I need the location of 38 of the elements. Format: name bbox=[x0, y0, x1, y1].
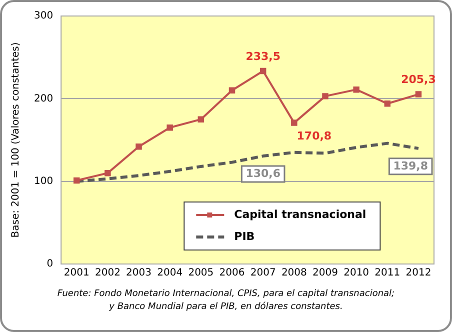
point bbox=[260, 68, 266, 74]
point bbox=[228, 87, 236, 94]
y-tick-label: 100 bbox=[34, 176, 54, 187]
y-axis-title: Base: 2001 = 100 (Valores constantes) bbox=[10, 42, 22, 238]
x-tick-label: 2011 bbox=[374, 268, 400, 279]
point bbox=[353, 86, 360, 93]
point bbox=[322, 93, 328, 100]
point bbox=[415, 91, 422, 98]
data-label: 139,8 bbox=[393, 159, 428, 172]
source-note: Fuente: Fondo Monetario Internacional, CPIS, para el capital transnacional; bbox=[56, 288, 396, 301]
x-tick-label: 2009 bbox=[312, 268, 338, 279]
y-tick-label: 300 bbox=[34, 10, 54, 22]
point bbox=[74, 177, 80, 184]
data-label: 233,5 bbox=[246, 50, 280, 63]
point bbox=[166, 124, 173, 131]
data-label: 170,8 bbox=[296, 130, 332, 143]
text: y Banco Mundial para el PIB, en dólares constantes. bbox=[108, 301, 344, 314]
point bbox=[104, 170, 111, 176]
data-label: 130,6 bbox=[246, 166, 281, 180]
x-tick-label: 2004 bbox=[157, 268, 183, 279]
point bbox=[198, 116, 204, 122]
y-tick-label: 0 bbox=[46, 258, 54, 270]
point bbox=[384, 100, 391, 107]
legend-label: PIB bbox=[234, 230, 255, 243]
x-tick-label: 2007 bbox=[250, 268, 276, 279]
x-tick-label: 2012 bbox=[406, 268, 432, 279]
x-tick-label: 2010 bbox=[344, 268, 370, 279]
y-tick-label: 200 bbox=[34, 93, 54, 104]
point bbox=[136, 143, 142, 150]
x-tick-label: 2006 bbox=[219, 268, 245, 279]
data-label: 205,3 bbox=[401, 73, 436, 86]
x-tick-label: 2003 bbox=[126, 268, 152, 279]
x-tick-label: 2002 bbox=[94, 268, 120, 279]
x-tick-label: 2001 bbox=[64, 268, 90, 279]
x-tick-label: 2005 bbox=[188, 268, 214, 279]
legend-label: Capital transnacional bbox=[234, 208, 366, 221]
x-tick-label: 2008 bbox=[281, 268, 307, 279]
point bbox=[291, 120, 298, 126]
